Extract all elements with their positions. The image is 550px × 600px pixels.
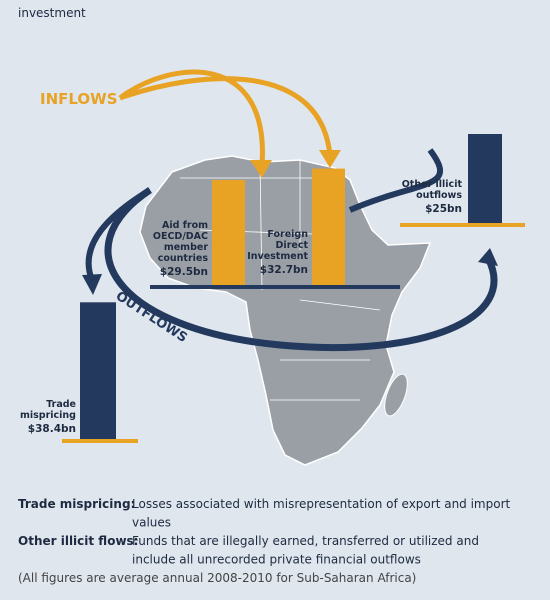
bar: [212, 179, 245, 285]
inflows-label: INFLOWS: [40, 90, 118, 108]
bar-label: Other illicit: [402, 179, 463, 190]
arrow-head: [250, 160, 272, 178]
bar-label: Investment: [247, 251, 308, 262]
bar-label: Trade: [46, 399, 76, 410]
arrow-head: [82, 274, 102, 295]
bar-label: Foreign: [267, 229, 308, 240]
bar-label: OECD/DAC: [153, 231, 208, 242]
outflow-arrow: [104, 187, 498, 351]
header-text: investment: [18, 6, 86, 20]
definition-text: values: [132, 516, 171, 530]
arrow-head: [319, 150, 341, 168]
inflow-arrow: [119, 76, 333, 156]
map-borders: [180, 160, 381, 401]
bar: [80, 302, 116, 439]
definition-text: Funds that are illegally earned, transfe…: [132, 534, 479, 548]
definition-term: Trade mispricing:: [18, 497, 135, 511]
bar-label: Direct: [276, 240, 309, 251]
definition-text: Losses associated with misrepresentation…: [132, 497, 511, 511]
madagascar: [384, 373, 408, 417]
value-label: $32.7bn: [260, 264, 308, 276]
bar-label: mispricing: [20, 410, 76, 421]
bar-label: countries: [158, 253, 209, 264]
value-label: $29.5bn: [160, 266, 208, 278]
footnote: (All figures are average annual 2008-201…: [18, 571, 416, 585]
value-label: $38.4bn: [28, 423, 76, 435]
bar-label: outflows: [416, 190, 462, 201]
outflow-arrow: [85, 148, 444, 282]
bar: [312, 168, 345, 285]
definition-term: Other illicit flows:: [18, 534, 138, 548]
inflow-arrow: [118, 69, 265, 166]
definition-text: include all unrecorded private financial…: [132, 553, 421, 567]
arrow-head: [478, 248, 498, 266]
bar-label: Aid from: [162, 220, 208, 231]
value-label: $25bn: [425, 203, 462, 215]
bar-label: member: [164, 242, 208, 253]
bar: [468, 134, 502, 223]
